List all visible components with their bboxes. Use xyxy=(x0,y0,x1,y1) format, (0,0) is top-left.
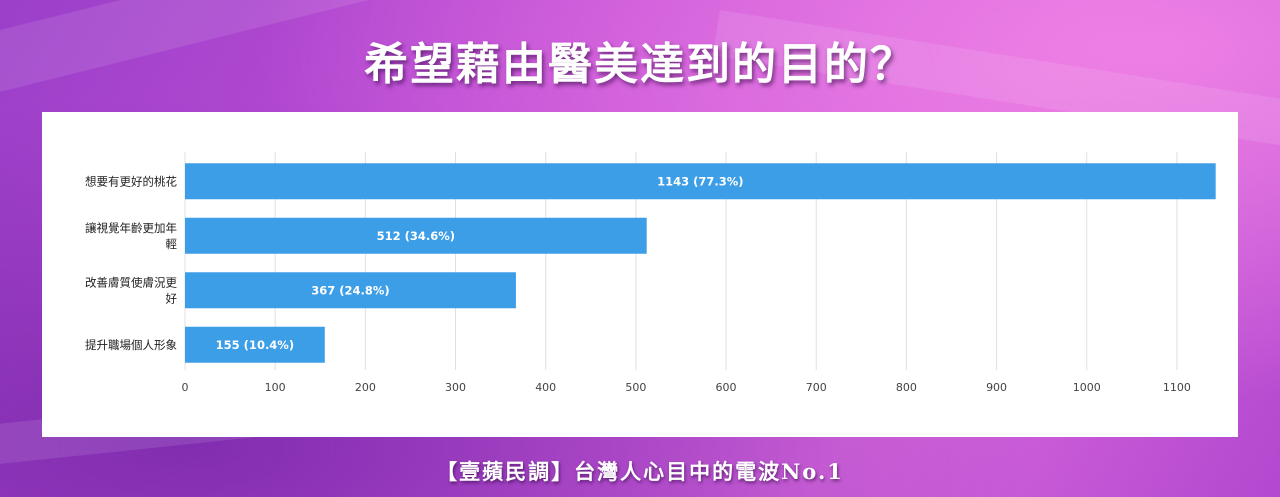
x-tick-label: 800 xyxy=(896,381,917,394)
category-label: 改善膚質使膚況更 xyxy=(85,275,177,289)
bar-chart: 0 100 200 300 400 500 600 700 800 900 1000 1100 1143… xyxy=(85,152,1216,394)
bar xyxy=(185,217,647,254)
x-tick-label: 400 xyxy=(535,381,556,394)
x-tick-label: 900 xyxy=(986,381,1007,394)
category-label: 好 xyxy=(166,291,178,305)
x-tick-label: 100 xyxy=(265,381,286,394)
x-tick-label: 500 xyxy=(625,381,646,394)
category-label: 想要有更好的桃花 xyxy=(85,174,177,188)
category-label: 輕 xyxy=(166,237,178,251)
page-title: 希望藉由醫美達到的目的？ xyxy=(364,39,916,90)
x-tick-label: 700 xyxy=(806,381,827,394)
bar xyxy=(185,163,1216,200)
data-label: 512 (34.6%) xyxy=(377,229,455,243)
footer-caption: 【壹蘋民調】台灣人心目中的電波No.1 xyxy=(436,459,844,484)
data-label: 367 (24.8%) xyxy=(311,283,389,297)
chart-panel: 0 100 200 300 400 500 600 700 800 900 1000 1100 1143… xyxy=(42,112,1238,437)
data-label: 155 (10.4%) xyxy=(216,338,294,352)
data-label: 1143 (77.3%) xyxy=(657,174,743,188)
x-tick-label: 1000 xyxy=(1073,381,1101,394)
x-tick-label: 200 xyxy=(355,381,376,394)
category-label: 提升職場個人形象 xyxy=(85,338,177,352)
bar xyxy=(185,326,325,363)
x-tick-label: 1100 xyxy=(1163,381,1191,394)
x-tick-label: 0 xyxy=(182,381,189,394)
x-tick-label: 600 xyxy=(716,381,737,394)
bar xyxy=(185,272,516,309)
category-label: 讓視覺年齡更加年 xyxy=(85,221,177,235)
x-tick-label: 300 xyxy=(445,381,466,394)
